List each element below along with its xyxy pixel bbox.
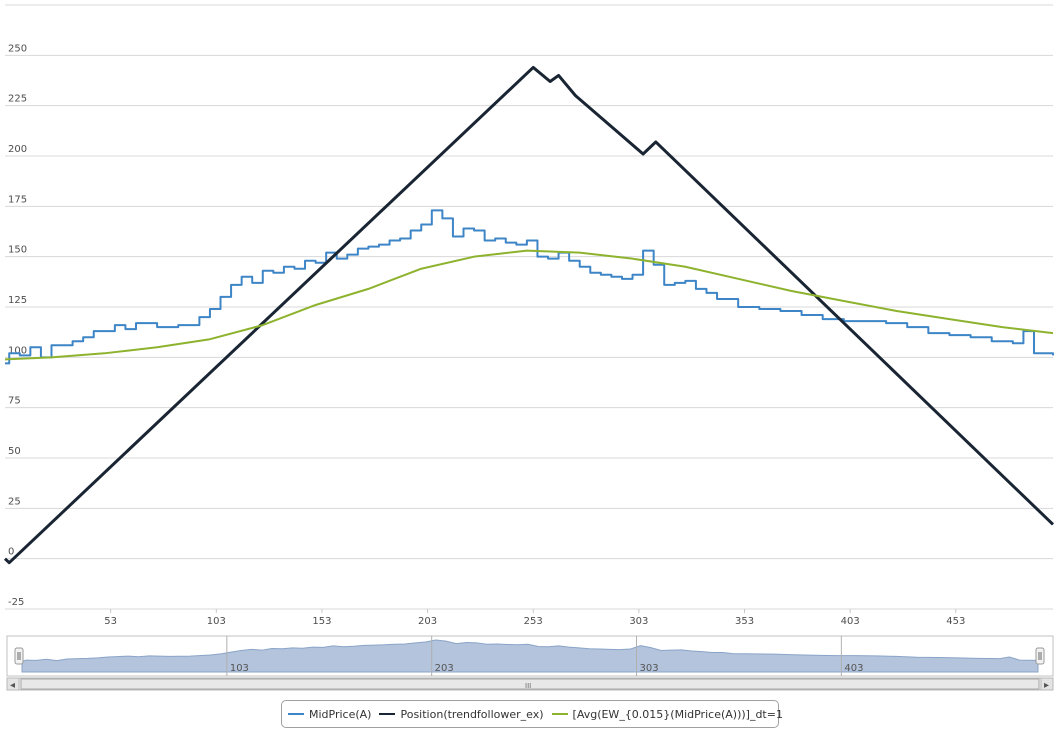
legend-swatch (379, 713, 396, 715)
y-tick-label: 25 (8, 496, 21, 507)
y-tick-label: 250 (8, 43, 27, 54)
x-tick-label: 303 (629, 616, 648, 627)
x-tick-label: 53 (104, 616, 117, 627)
legend-swatch (288, 713, 304, 715)
x-tick-label: 453 (946, 616, 965, 627)
series-line-position (3, 65, 1055, 565)
scrollbar-left-button[interactable] (6, 677, 20, 691)
legend-label: Position(trendfollower_ex) (400, 707, 544, 721)
y-axis-ticks: -25 0 25 50 75 100 125 150 175 200 225 250 (8, 43, 27, 608)
legend-label: MidPrice(A) (309, 707, 372, 721)
y-tick-label: 125 (8, 295, 27, 306)
scrollbar[interactable]: ◂ III ▸ (6, 677, 1054, 691)
series-line-ew-average (4, 249, 1054, 361)
navigator-tick-label: 103 (230, 663, 249, 674)
navigator-ticks: 103 203 303 403 (226, 636, 863, 676)
navigator-area (21, 639, 1039, 673)
scrollbar-thumb[interactable] (20, 678, 1040, 690)
x-tick-label: 103 (207, 616, 226, 627)
legend-item-position[interactable]: Position(trendfollower_ex) (379, 707, 544, 721)
y-tick-label: 225 (8, 94, 27, 105)
navigator[interactable]: 103 203 303 403 (6, 635, 1054, 677)
navigator-tick-label: 403 (844, 663, 863, 674)
x-tick-label: 203 (418, 616, 437, 627)
y-tick-label: 0 (8, 547, 14, 558)
navigator-left-handle[interactable] (14, 647, 24, 665)
y-tick-label: 75 (8, 396, 21, 407)
scrollbar-left-arrow-icon: ◂ (10, 680, 15, 691)
y-tick-label: 175 (8, 194, 27, 205)
x-tick-label: 253 (524, 616, 543, 627)
series-lines (3, 65, 1055, 565)
navigator-tick-label: 203 (435, 663, 454, 674)
legend-item-midprice[interactable]: MidPrice(A) (288, 708, 371, 721)
scrollbar-right-button[interactable] (1040, 677, 1054, 691)
y-tick-label: -25 (8, 597, 24, 608)
scrollbar-grip-icon: III (525, 682, 531, 690)
scrollbar-right-arrow-icon: ▸ (1044, 680, 1049, 691)
legend-item-ew-average[interactable]: [Avg(EW_{0.015}(MidPrice(A)))]_dt=1 (551, 707, 783, 721)
legend-label: [Avg(EW_{0.015}(MidPrice(A)))]_dt=1 (572, 707, 783, 721)
navigator-right-handle[interactable] (1035, 647, 1045, 665)
y-tick-label: 50 (8, 446, 21, 457)
navigator-tick-label: 303 (640, 663, 659, 674)
x-tick-label: 153 (312, 616, 331, 627)
chart-area: -25 0 25 50 75 100 125 150 175 200 225 250 53 103 153… (3, 4, 1055, 691)
y-tick-label: 100 (8, 345, 27, 356)
grid-lines (5, 4, 1053, 610)
y-tick-label: 200 (8, 144, 27, 155)
legend-swatch (551, 713, 568, 715)
legend: MidPrice(A) Position(trendfollower_ex) [… (281, 700, 783, 728)
x-tick-label: 353 (735, 616, 754, 627)
series-line-midprice (5, 209, 1054, 365)
y-tick-label: 150 (8, 245, 27, 256)
x-tick-label: 403 (841, 616, 860, 627)
x-axis-ticks: 53 103 153 203 253 303 353 403 453 (104, 609, 965, 627)
